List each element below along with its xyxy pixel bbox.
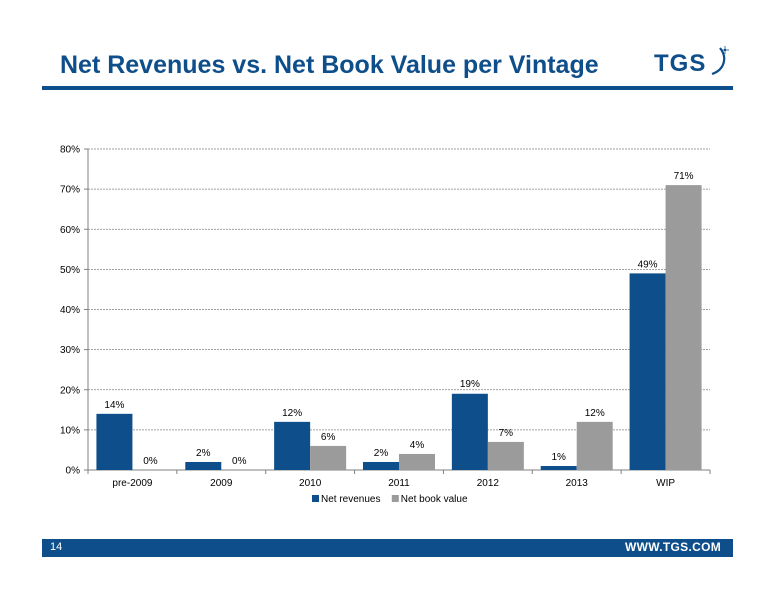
legend-swatch — [391, 495, 399, 502]
y-tick-label: 80% — [60, 145, 80, 156]
y-tick-label: 40% — [60, 305, 80, 316]
bar-net-book-value — [487, 441, 524, 470]
data-label: 7% — [499, 428, 514, 439]
y-tick-label: 0% — [66, 466, 81, 477]
x-tick-label: pre-2009 — [112, 478, 152, 489]
bar-net-revenues — [540, 465, 577, 470]
bar-net-revenues — [451, 393, 488, 470]
data-label: 4% — [410, 440, 425, 451]
x-tick-label: WIP — [656, 478, 675, 489]
bar-net-book-value — [399, 453, 435, 470]
page-number: 14 — [50, 541, 63, 553]
legend-label: Net book value — [401, 494, 468, 505]
x-tick-label: 2012 — [477, 478, 500, 489]
y-tick-label: 30% — [60, 345, 80, 356]
footer-url: WWW.TGS.COM — [625, 540, 721, 554]
bar-net-book-value — [576, 421, 613, 470]
data-label: 19% — [460, 379, 480, 390]
data-label: 49% — [638, 259, 658, 270]
data-label: 71% — [674, 171, 694, 182]
x-tick-label: 2010 — [299, 478, 322, 489]
data-label: 14% — [104, 400, 124, 411]
bar-net-revenues — [185, 461, 222, 470]
bar-net-revenues — [363, 461, 399, 470]
data-label: 0% — [232, 456, 247, 467]
data-label: 2% — [196, 448, 211, 459]
title-divider — [42, 86, 733, 90]
bar-net-revenues — [96, 413, 133, 470]
y-tick-label: 70% — [60, 185, 80, 196]
bar-net-revenues — [629, 273, 666, 470]
data-label: 0% — [143, 456, 158, 467]
legend-label: Net revenues — [321, 494, 380, 505]
legend-swatch — [312, 495, 319, 502]
data-label: 12% — [282, 408, 302, 419]
tgs-logo: TGS — [654, 50, 707, 77]
y-tick-label: 20% — [60, 385, 80, 396]
bar-net-book-value — [665, 185, 702, 471]
x-tick-label: 2009 — [210, 478, 233, 489]
bar-net-revenues — [274, 421, 311, 470]
page-title: Net Revenues vs. Net Book Value per Vint… — [60, 51, 599, 79]
y-tick-label: 50% — [60, 265, 80, 276]
footer-bar: 14 WWW.TGS.COM — [42, 539, 733, 557]
data-label: 1% — [551, 452, 566, 463]
logo-swoosh-icon — [711, 46, 729, 76]
data-label: 2% — [374, 448, 389, 459]
y-tick-label: 60% — [60, 225, 80, 236]
data-label: 6% — [321, 432, 336, 443]
data-label: 12% — [585, 408, 605, 419]
x-tick-label: 2011 — [388, 478, 410, 489]
x-tick-label: 2013 — [566, 478, 589, 489]
y-tick-label: 10% — [60, 425, 80, 436]
bar-net-book-value — [310, 445, 347, 470]
